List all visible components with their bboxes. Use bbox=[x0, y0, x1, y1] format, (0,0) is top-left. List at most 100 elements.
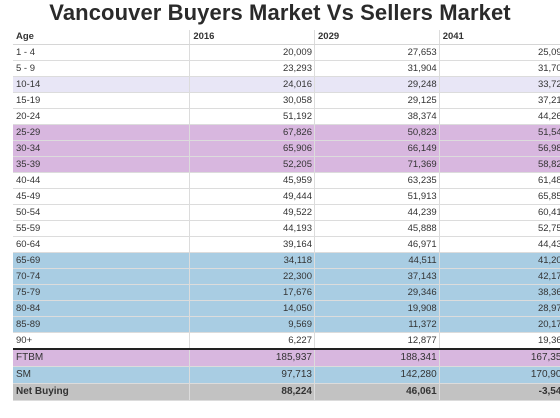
row-label: 90+ bbox=[13, 332, 190, 350]
cell-2016: 97,713 bbox=[189, 366, 315, 384]
cell-2041: 58,823 bbox=[438, 156, 560, 173]
page-title: Vancouver Buyers Market Vs Sellers Marke… bbox=[49, 0, 511, 25]
cell-2016: 14,050 bbox=[189, 300, 315, 317]
row-label: 50-54 bbox=[13, 204, 190, 221]
cell-2029: 29,346 bbox=[314, 284, 440, 301]
row-label: 45-49 bbox=[13, 188, 190, 205]
cell-2029: 188,341 bbox=[314, 348, 440, 367]
cell-2029: 31,904 bbox=[314, 60, 440, 77]
row-label: 25-29 bbox=[13, 124, 190, 141]
cell-2029: 29,248 bbox=[314, 76, 440, 93]
cell-2041: 31,704 bbox=[438, 60, 560, 77]
cell-2016: 67,826 bbox=[189, 124, 315, 141]
row-label: FTBM bbox=[13, 348, 190, 367]
cell-2029: 11,372 bbox=[314, 316, 440, 333]
cell-2016: 44,193 bbox=[189, 220, 315, 237]
cell-2029: 46,971 bbox=[314, 236, 440, 253]
cell-2029: 71,369 bbox=[314, 156, 440, 173]
cell-2029: 45,888 bbox=[314, 220, 440, 237]
cell-2016: 88,224 bbox=[189, 383, 315, 401]
cell-2041: 28,979 bbox=[438, 300, 560, 317]
cell-2016: 34,118 bbox=[189, 252, 315, 269]
cell-2016: 9,569 bbox=[189, 316, 315, 333]
cell-2016: 24,016 bbox=[189, 76, 315, 93]
cell-2029: 27,653 bbox=[314, 44, 440, 61]
cell-2016: 49,444 bbox=[189, 188, 315, 205]
cell-2041: 25,095 bbox=[438, 44, 560, 61]
cell-2041: 65,857 bbox=[438, 188, 560, 205]
cell-2029: 142,280 bbox=[314, 366, 440, 384]
row-label: 35-39 bbox=[13, 156, 190, 173]
cell-2016: 185,937 bbox=[189, 348, 315, 367]
cell-2029: 51,913 bbox=[314, 188, 440, 205]
row-label: Net Buying bbox=[13, 383, 190, 401]
cell-2041: 61,484 bbox=[438, 172, 560, 189]
cell-2016: 65,906 bbox=[189, 140, 315, 157]
row-label: 70-74 bbox=[13, 268, 190, 285]
cell-2041: -3,544 bbox=[438, 383, 560, 401]
cell-2029: 50,823 bbox=[314, 124, 440, 141]
market-table: Age 2016 2029 2041 1 - 4 20,009 27,653 25,0… bbox=[13, 30, 560, 401]
cell-2016: 20,009 bbox=[189, 44, 315, 61]
header-age: Age bbox=[13, 30, 190, 45]
cell-2029: 46,061 bbox=[314, 383, 440, 401]
cell-2029: 66,149 bbox=[314, 140, 440, 157]
cell-2016: 52,205 bbox=[189, 156, 315, 173]
header-2041: 2041 bbox=[438, 30, 560, 45]
header-2016: 2016 bbox=[189, 30, 315, 45]
row-label: 85-89 bbox=[13, 316, 190, 333]
cell-2029: 19,908 bbox=[314, 300, 440, 317]
cell-2041: 167,356 bbox=[438, 348, 560, 367]
cell-2029: 44,511 bbox=[314, 252, 440, 269]
cell-2041: 44,263 bbox=[438, 108, 560, 125]
row-label: 1 - 4 bbox=[13, 44, 190, 61]
cell-2016: 51,192 bbox=[189, 108, 315, 125]
cell-2041: 56,987 bbox=[438, 140, 560, 157]
row-label: 20-24 bbox=[13, 108, 190, 125]
cell-2029: 63,235 bbox=[314, 172, 440, 189]
cell-2041: 19,364 bbox=[438, 332, 560, 350]
row-label: 10-14 bbox=[13, 76, 190, 93]
row-label: 5 - 9 bbox=[13, 60, 190, 77]
cell-2016: 22,300 bbox=[189, 268, 315, 285]
cell-2041: 170,900 bbox=[438, 366, 560, 384]
cell-2041: 41,202 bbox=[438, 252, 560, 269]
cell-2029: 12,877 bbox=[314, 332, 440, 350]
row-label: 80-84 bbox=[13, 300, 190, 317]
cell-2016: 23,293 bbox=[189, 60, 315, 77]
cell-2041: 37,212 bbox=[438, 92, 560, 109]
cell-2041: 38,367 bbox=[438, 284, 560, 301]
row-label: 15-19 bbox=[13, 92, 190, 109]
cell-2016: 39,164 bbox=[189, 236, 315, 253]
cell-2016: 17,676 bbox=[189, 284, 315, 301]
cell-2016: 30,058 bbox=[189, 92, 315, 109]
header-2029: 2029 bbox=[314, 30, 440, 45]
cell-2029: 37,143 bbox=[314, 268, 440, 285]
cell-2041: 33,723 bbox=[438, 76, 560, 93]
cell-2041: 52,750 bbox=[438, 220, 560, 237]
row-label: 55-59 bbox=[13, 220, 190, 237]
cell-2041: 44,435 bbox=[438, 236, 560, 253]
cell-2041: 60,414 bbox=[438, 204, 560, 221]
row-label: 40-44 bbox=[13, 172, 190, 189]
